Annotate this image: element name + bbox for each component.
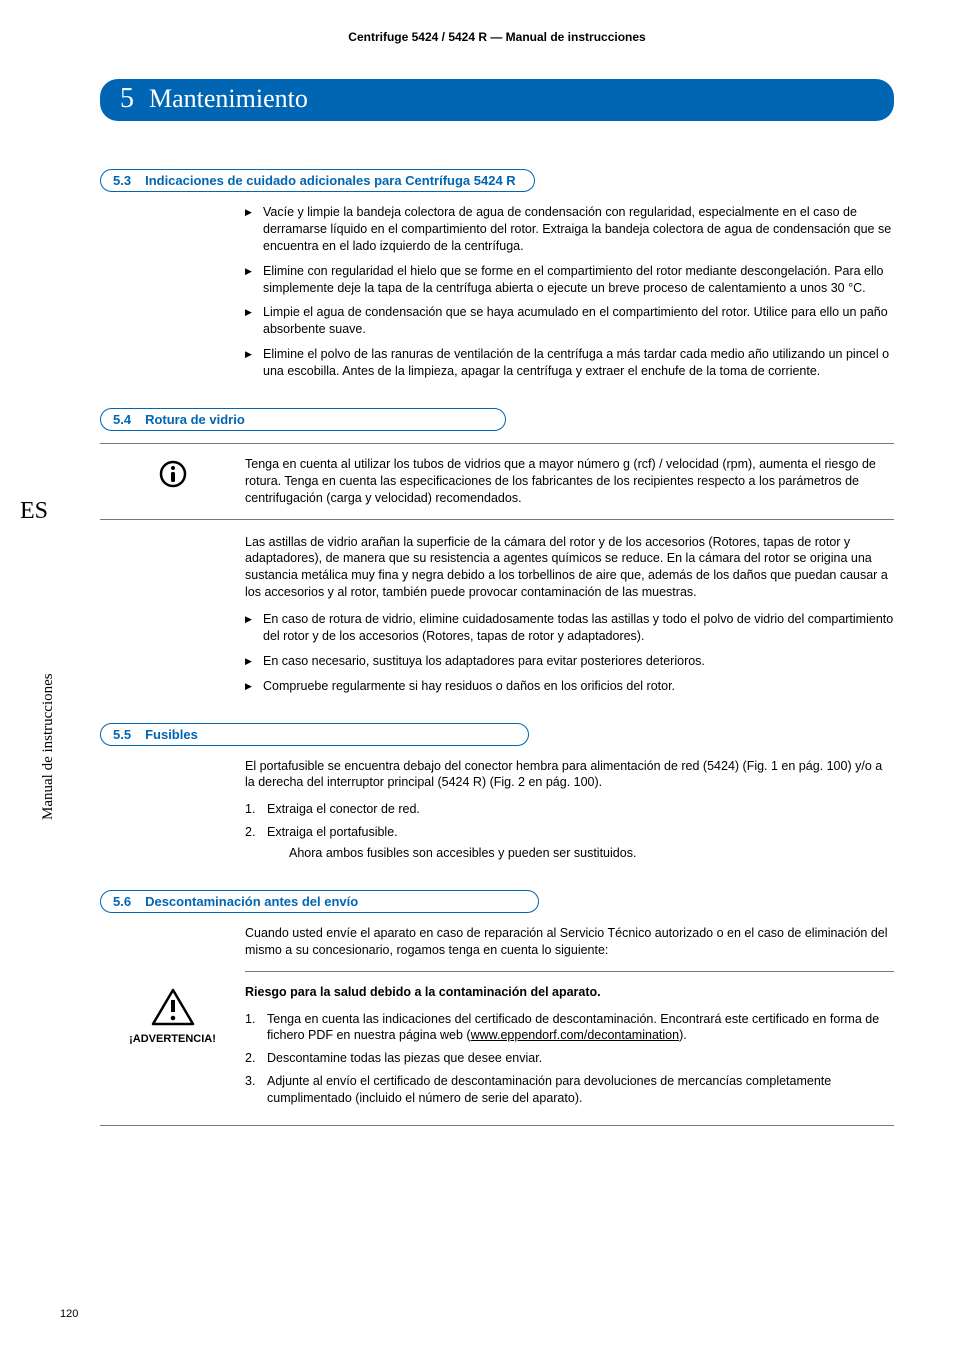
chapter-banner: 5 Mantenimiento [100, 79, 894, 121]
paragraph: Las astillas de vidrio arañan la superfi… [245, 534, 894, 602]
chapter-title: Mantenimiento [149, 84, 308, 114]
section-title: Fusibles [145, 727, 198, 742]
section-number: 5.4 [113, 412, 131, 427]
step-note: Ahora ambos fusibles son accesibles y pu… [267, 845, 894, 862]
warning-heading: Riesgo para la salud debido a la contami… [245, 984, 894, 1001]
section-number: 5.5 [113, 727, 131, 742]
section-5-5-heading: 5.5 Fusibles [100, 723, 529, 746]
page-number: 120 [60, 1308, 78, 1320]
section-5-6-heading: 5.6 Descontaminación antes del envío [100, 890, 539, 913]
section-5-4-heading: 5.4 Rotura de vidrio [100, 408, 506, 431]
list-item: En caso necesario, sustituya los adaptad… [245, 653, 894, 670]
section-5-4-body: Las astillas de vidrio arañan la superfi… [245, 534, 894, 695]
info-icon [159, 460, 187, 491]
list-item: Tenga en cuenta las indicaciones del cer… [245, 1011, 894, 1045]
paragraph: El portafusible se encuentra debajo del … [245, 758, 894, 792]
list-item: Extraiga el portafusible. Ahora ambos fu… [245, 824, 894, 862]
section-title: Rotura de vidrio [145, 412, 245, 427]
warning-label: ¡ADVERTENCIA! [100, 1033, 245, 1045]
list-item: Vacíe y limpie la bandeja colectora de a… [245, 204, 894, 255]
list-item: Limpie el agua de condensación que se ha… [245, 304, 894, 338]
paragraph: Cuando usted envíe el aparato en caso de… [245, 925, 894, 959]
section-5-3-body: Vacíe y limpie la bandeja colectora de a… [245, 204, 894, 380]
section-5-3-heading: 5.3 Indicaciones de cuidado adicionales p… [100, 169, 535, 192]
info-text: Tenga en cuenta al utilizar los tubos de… [245, 456, 894, 507]
section-number: 5.3 [113, 173, 131, 188]
section-title: Indicaciones de cuidado adicionales para… [145, 173, 516, 188]
section-5-6-intro: Cuando usted envíe el aparato en caso de… [245, 925, 894, 972]
chapter-number: 5 [120, 83, 134, 115]
list-item: Elimine el polvo de las ranuras de venti… [245, 346, 894, 380]
list-item: Compruebe regularmente si hay residuos o… [245, 678, 894, 695]
decontamination-link[interactable]: www.eppendorf.com/decontamination [471, 1028, 679, 1042]
page-content: Centrifuge 5424 / 5424 R — Manual de ins… [0, 0, 954, 1170]
list-item: Elimine con regularidad el hielo que se … [245, 263, 894, 297]
info-note: Tenga en cuenta al utilizar los tubos de… [100, 443, 894, 520]
list-item: En caso de rotura de vidrio, elimine cui… [245, 611, 894, 645]
list-item: Descontamine todas las piezas que desee … [245, 1050, 894, 1067]
section-5-5-body: El portafusible se encuentra debajo del … [245, 758, 894, 862]
list-item: Adjunte al envío el certificado de desco… [245, 1073, 894, 1107]
warning-block: ¡ADVERTENCIA! Riesgo para la salud debid… [100, 972, 894, 1126]
section-number: 5.6 [113, 894, 131, 909]
list-item: Extraiga el conector de red. [245, 801, 894, 818]
page-header: Centrifuge 5424 / 5424 R — Manual de ins… [100, 30, 894, 44]
section-title: Descontaminación antes del envío [145, 894, 358, 909]
warning-icon [151, 988, 195, 1029]
